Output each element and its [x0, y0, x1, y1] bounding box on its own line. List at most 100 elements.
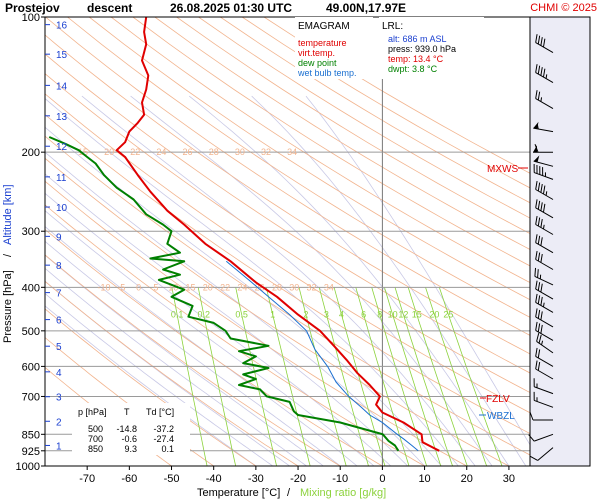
- wind-barb-half: [542, 224, 545, 230]
- lrl-temp: temp: 13.4 °C: [388, 54, 444, 64]
- dry-adiabat: [132, 17, 530, 267]
- table-cell: -0.6: [121, 434, 137, 444]
- altitude-tick-label: 11: [56, 173, 67, 184]
- wind-barb-full: [540, 283, 543, 293]
- wind-barb-full: [528, 434, 535, 442]
- wind-barb-full: [538, 334, 542, 344]
- wind-barb-full: [536, 333, 540, 342]
- wind-barb-staff: [535, 368, 554, 380]
- moist-adiabat: [45, 280, 290, 466]
- moist-adiabat: [45, 254, 324, 466]
- moist-adiabat: [45, 293, 273, 466]
- mixing-ratio-label: 12: [398, 310, 408, 320]
- x-tick-label: 30: [503, 473, 515, 485]
- table-header-t: T: [124, 407, 130, 417]
- lrl-box: [379, 17, 484, 79]
- fzlv-label: FZLV: [486, 394, 510, 405]
- mixing-ratio-label: 10: [388, 310, 398, 320]
- dry-adiabat-label: -10: [98, 282, 111, 292]
- wind-barb-half: [545, 191, 548, 196]
- table-cell: -27.4: [153, 434, 174, 444]
- series-layer: [48, 17, 440, 452]
- wind-barb-full: [540, 237, 543, 246]
- dry-adiabat: [67, 17, 530, 318]
- mixing-ratio-label: 1: [270, 310, 275, 320]
- moist-adiabat: [45, 305, 257, 466]
- wind-barb-full: [537, 269, 539, 278]
- series-wet-bulb-temp: [225, 260, 419, 452]
- y-tick-label: 1000: [16, 461, 40, 473]
- header-coords: 49.00N,17.97E: [326, 1, 406, 15]
- legend-virt-temp: virt.temp.: [298, 48, 335, 58]
- altitude-tick-label: 16: [56, 21, 68, 32]
- dry-adiabat: [110, 17, 530, 284]
- altitude-tick-label: 6: [56, 316, 62, 327]
- wind-barb-full: [535, 250, 538, 260]
- moist-adiabat: [45, 210, 375, 466]
- wind-barb-staff: [535, 72, 554, 84]
- wind-barb: [535, 293, 554, 313]
- altitude-tick-label: 12: [56, 142, 68, 153]
- wind-barb-full: [536, 165, 538, 174]
- wind-barb-staff: [535, 259, 554, 270]
- wind-barb-staff: [535, 329, 554, 341]
- y-tick-label: 100: [22, 12, 40, 24]
- moist-adiabat: [45, 151, 425, 466]
- wind-barb: [535, 360, 554, 380]
- x-axis-label-temperature: Temperature [°C]: [197, 487, 280, 499]
- wind-barb-full: [535, 321, 538, 331]
- wind-barb-pennant: [533, 155, 540, 163]
- wind-barb-full: [535, 90, 538, 99]
- wind-barb-full: [533, 378, 535, 387]
- wind-barb-pennant: [533, 121, 539, 129]
- legend-box: [295, 17, 373, 79]
- wind-barb: [535, 347, 554, 367]
- altitude-tick-label: 3: [56, 393, 62, 404]
- altitude-tick-label: 1: [56, 441, 62, 452]
- wind-barb-staff: [535, 42, 554, 54]
- x-tick-label: -60: [121, 473, 137, 485]
- y-tick-label: 850: [22, 429, 40, 441]
- wind-barb-half: [544, 172, 546, 177]
- dry-adiabat-label: 5: [153, 282, 158, 292]
- lrl-title: LRL:: [382, 21, 403, 32]
- wind-barb-staff: [537, 447, 554, 461]
- wind-barb-staff: [534, 386, 554, 395]
- moist-adiabat: [130, 95, 493, 466]
- dry-adiabat: [176, 17, 530, 235]
- wind-barb: [528, 433, 554, 442]
- mixing-ratio-label: 0.2: [197, 310, 210, 320]
- wind-barb-full: [540, 218, 543, 228]
- wind-barb: [529, 411, 553, 421]
- dry-adiabat-label: 24: [156, 147, 166, 157]
- dry-adiabat-label: 0: [136, 282, 141, 292]
- x-axis-label-sep: /: [287, 487, 291, 499]
- table-cell: 700: [88, 434, 103, 444]
- dry-adiabat: [198, 17, 530, 219]
- altitude-tick-label: 8: [56, 261, 62, 272]
- table-cell: -14.8: [116, 424, 137, 434]
- wind-barb: [535, 34, 554, 54]
- wind-barb-full: [537, 309, 541, 319]
- x-tick-label: -40: [206, 473, 222, 485]
- wbzl-label: WBZL: [487, 411, 515, 422]
- x-axis-label-mixing-ratio: Mixing ratio [g/kg]: [300, 487, 386, 499]
- dry-adiabat-label: 22: [130, 147, 140, 157]
- wind-barb-half: [536, 124, 539, 130]
- altitude-tick-label: 5: [56, 342, 62, 353]
- wind-barb-staff: [535, 242, 554, 254]
- moist-adiabat: [45, 192, 392, 466]
- wind-barb-full: [533, 391, 535, 401]
- dry-adiabat-label: 34: [324, 282, 334, 292]
- dry-adiabat: [45, 93, 530, 414]
- wind-barb: [533, 164, 554, 180]
- plot-background: [45, 17, 530, 466]
- dry-adiabat-label: 28: [209, 147, 219, 157]
- x-tick-label: -30: [248, 473, 264, 485]
- wind-barb-staff: [535, 288, 554, 300]
- y-tick-label: 400: [22, 282, 40, 294]
- axis-layer: -70 -60 -50 -40 -30 -20 -10 0 10 20 30100200300400…: [16, 12, 516, 485]
- dry-adiabat: [45, 73, 530, 394]
- altitude-tick-label: 10: [56, 203, 68, 214]
- wind-barb-full: [533, 164, 535, 173]
